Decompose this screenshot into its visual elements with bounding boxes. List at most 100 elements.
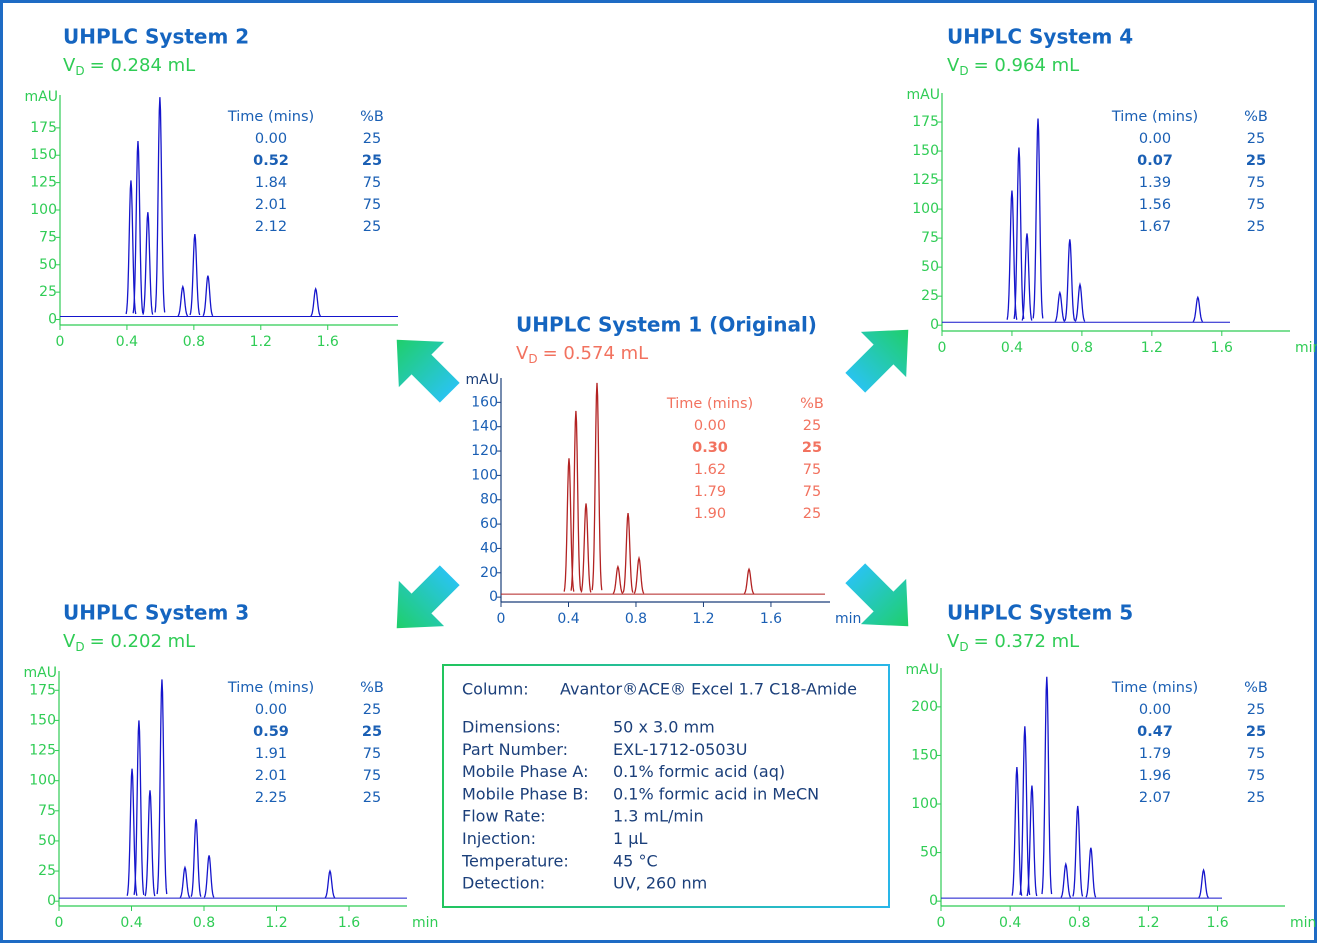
y-tick-label: 150 bbox=[30, 147, 57, 163]
table-cell: 0.00 bbox=[255, 702, 287, 718]
y-axis-label: mAU bbox=[466, 372, 499, 388]
x-tick-label: 0.4 bbox=[557, 611, 579, 627]
x-tick-label: 0 bbox=[937, 915, 946, 931]
x-tick-label: 0 bbox=[56, 334, 65, 350]
y-tick-label: 125 bbox=[30, 175, 57, 191]
info-label: Part Number: bbox=[462, 740, 568, 759]
x-tick-label: 0 bbox=[55, 915, 64, 931]
arrow bbox=[845, 563, 909, 627]
y-tick-label: 150 bbox=[911, 747, 938, 763]
table-header: Time (mins) bbox=[227, 680, 314, 696]
y-axis-label: mAU bbox=[25, 89, 58, 105]
vd-symbol: V bbox=[947, 55, 960, 76]
table-cell: 0.00 bbox=[694, 418, 726, 434]
vd-subscript: D bbox=[959, 64, 968, 78]
peak bbox=[633, 555, 645, 594]
arrows bbox=[396, 329, 909, 629]
info-label: Dimensions: bbox=[462, 718, 561, 737]
table-cell: 1.39 bbox=[1139, 175, 1171, 191]
x-tick-label: 1.6 bbox=[317, 334, 339, 350]
table-cell: 75 bbox=[1247, 197, 1265, 213]
x-tick-label: 0.4 bbox=[116, 334, 138, 350]
info-value: 50 x 3.0 mm bbox=[613, 718, 715, 737]
x-tick-label: 0.4 bbox=[120, 915, 142, 931]
info-value: UV, 260 nm bbox=[613, 874, 707, 893]
peak bbox=[612, 564, 624, 595]
y-tick-label: 75 bbox=[38, 803, 56, 819]
peak bbox=[1013, 147, 1025, 320]
vd-subscript: D bbox=[75, 64, 84, 78]
peak bbox=[1060, 861, 1072, 898]
table-cell: 0.47 bbox=[1137, 724, 1173, 740]
y-tick-label: 0 bbox=[930, 317, 939, 333]
info-value: 0.1% formic acid in MeCN bbox=[613, 784, 819, 803]
y-tick-label: 0 bbox=[47, 893, 56, 909]
table-cell: 25 bbox=[1247, 131, 1265, 147]
x-tick-label: 1.6 bbox=[338, 915, 360, 931]
vd-symbol: V bbox=[63, 631, 76, 652]
info-value: EXL-1712-0503U bbox=[613, 740, 747, 759]
info-label: Mobile Phase A: bbox=[462, 762, 588, 781]
x-axis-label: min bbox=[1295, 340, 1317, 356]
info-value: 1.3 mL/min bbox=[613, 807, 704, 826]
vd-label: VD = 0.964 mL bbox=[947, 55, 1079, 78]
vd-symbol: V bbox=[947, 631, 960, 652]
table-cell: 25 bbox=[1246, 153, 1266, 169]
x-tick-label: 1.2 bbox=[692, 611, 714, 627]
vd-subscript: D bbox=[75, 640, 84, 654]
x-tick-label: 0 bbox=[497, 611, 506, 627]
peak bbox=[324, 869, 336, 899]
vd-label: VD = 0.202 mL bbox=[63, 631, 195, 654]
table-header: %B bbox=[360, 109, 384, 125]
y-tick-label: 150 bbox=[912, 143, 939, 159]
peak bbox=[142, 212, 154, 315]
x-tick-label: 0.8 bbox=[183, 334, 205, 350]
table-cell: 0.00 bbox=[1139, 702, 1171, 718]
table-header: Time (mins) bbox=[227, 109, 314, 125]
table-cell: 75 bbox=[363, 175, 381, 191]
peak bbox=[156, 679, 168, 895]
table-cell: 75 bbox=[1247, 746, 1265, 762]
peak bbox=[1064, 239, 1076, 321]
table-cell: 25 bbox=[363, 790, 381, 806]
y-tick-label: 125 bbox=[29, 743, 56, 759]
table-cell: 0.52 bbox=[253, 153, 289, 169]
y-tick-label: 100 bbox=[29, 773, 56, 789]
peak bbox=[580, 503, 592, 593]
x-axis-label: min bbox=[835, 611, 861, 627]
y-tick-label: 50 bbox=[38, 833, 56, 849]
y-tick-label: 100 bbox=[912, 201, 939, 217]
y-tick-label: 0 bbox=[489, 589, 498, 605]
peak bbox=[1198, 868, 1209, 899]
x-tick-label: 0 bbox=[938, 340, 947, 356]
table-header: %B bbox=[360, 680, 384, 696]
peak bbox=[591, 382, 603, 591]
vd-label: VD = 0.284 mL bbox=[63, 55, 195, 78]
y-tick-label: 20 bbox=[480, 565, 498, 581]
peak bbox=[132, 140, 144, 314]
peak bbox=[202, 275, 214, 317]
peak bbox=[1026, 785, 1038, 897]
y-tick-label: 100 bbox=[30, 202, 57, 218]
info-box: Column: Avantor®ACE® Excel 1.7 C18-Amide… bbox=[442, 664, 890, 908]
vd-subscript: D bbox=[959, 640, 968, 654]
vd-value: = 0.372 mL bbox=[974, 631, 1080, 652]
chromatogram: UHPLC System 3 VD = 0.202 mL mAU min 0 25 50 75 1… bbox=[24, 601, 439, 932]
y-tick-label: 75 bbox=[921, 230, 939, 246]
peak bbox=[179, 865, 191, 898]
info-box-border bbox=[442, 664, 890, 908]
table-cell: 75 bbox=[1247, 768, 1265, 784]
y-tick-label: 25 bbox=[38, 863, 56, 879]
table-cell: 75 bbox=[363, 768, 381, 784]
y-tick-label: 200 bbox=[911, 699, 938, 715]
table-cell: 2.07 bbox=[1139, 790, 1171, 806]
y-tick-label: 120 bbox=[471, 443, 498, 459]
y-tick-label: 100 bbox=[911, 796, 938, 812]
vd-symbol: V bbox=[516, 343, 529, 364]
info-value: 1 µL bbox=[613, 829, 647, 848]
x-tick-label: 0.8 bbox=[625, 611, 647, 627]
peak bbox=[154, 97, 166, 313]
vd-value: = 0.202 mL bbox=[90, 631, 196, 652]
table-header: %B bbox=[1244, 680, 1268, 696]
